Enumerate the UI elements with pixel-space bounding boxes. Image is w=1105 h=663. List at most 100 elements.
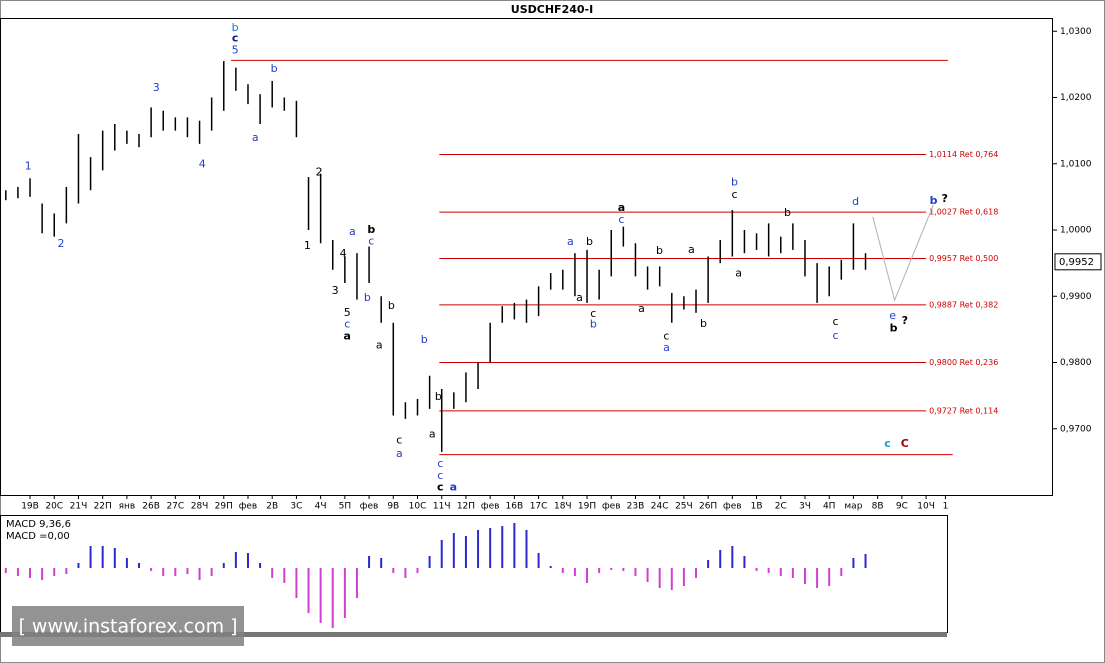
- wave-label: c: [618, 213, 624, 226]
- macd-bar: [828, 568, 831, 586]
- x-tick-label: 1: [943, 502, 949, 512]
- wave-label: 5: [232, 43, 239, 56]
- wave-label: a: [688, 243, 695, 256]
- wave-label: c: [396, 434, 402, 447]
- wave-label: a: [663, 341, 670, 354]
- wave-label: a: [638, 302, 645, 315]
- macd-bar: [549, 566, 552, 568]
- wave-label: 1: [25, 159, 32, 172]
- y-tick-label: 0,9900: [1060, 292, 1092, 302]
- y-tick-label: 1,0000: [1060, 226, 1092, 236]
- x-tick-label: 1В: [751, 502, 763, 512]
- macd-bar: [755, 568, 758, 571]
- macd-bar: [65, 568, 68, 574]
- wave-label: a: [349, 225, 356, 238]
- macd-bar: [150, 568, 153, 571]
- wave-label: b: [421, 333, 428, 346]
- macd-bar: [380, 558, 383, 568]
- macd-bar: [513, 523, 516, 568]
- last-price-label: 0,9952: [1059, 257, 1094, 268]
- chart-title: USDCHF240-I: [511, 3, 593, 16]
- x-tick-label: 2В: [266, 502, 278, 512]
- wave-label: e: [889, 309, 896, 322]
- macd-value-label: MACD =0,00: [6, 531, 70, 542]
- wave-label: 3: [332, 284, 339, 297]
- wave-label: b: [367, 223, 375, 236]
- macd-bar: [246, 553, 249, 568]
- macd-bar: [368, 556, 371, 568]
- wave-label: b: [890, 322, 898, 335]
- fib-label: 0,9887 Ret 0,382: [929, 300, 998, 309]
- wave-label: a: [576, 291, 583, 304]
- macd-bar: [138, 563, 141, 568]
- macd-bar: [743, 556, 746, 568]
- fib-label: 0,9727 Ret 0,114: [929, 406, 998, 415]
- x-tick-label: 26В: [142, 502, 160, 512]
- macd-bar: [731, 546, 734, 568]
- x-tick-label: 16В: [506, 502, 524, 512]
- macd-bar: [489, 528, 492, 568]
- x-tick-label: 5П: [339, 502, 352, 512]
- wave-label: a: [450, 481, 457, 494]
- x-tick-label: 11Ч: [433, 502, 451, 512]
- wave-label: b: [586, 235, 593, 248]
- wave-label: a: [344, 330, 351, 343]
- bottom-strip: [0, 632, 947, 637]
- x-tick-label: 25Ч: [675, 502, 693, 512]
- wave-label: c: [344, 318, 350, 331]
- macd-bar: [113, 548, 116, 568]
- macd-bar: [101, 546, 104, 568]
- wave-label: 2: [58, 237, 65, 250]
- macd-bar: [259, 563, 262, 568]
- wave-label: c: [832, 329, 838, 342]
- y-tick-label: 0,9700: [1060, 424, 1092, 434]
- x-tick-label: 17С: [530, 502, 548, 512]
- x-tick-label: фев: [602, 502, 621, 512]
- macd-bar: [537, 553, 540, 568]
- x-tick-label: фев: [481, 502, 500, 512]
- macd-bar: [174, 568, 177, 576]
- macd-bar: [234, 552, 237, 568]
- x-tick-label: 24С: [651, 502, 669, 512]
- watermark: [ www.instaforex.com ]: [18, 616, 237, 638]
- macd-bar: [29, 568, 32, 578]
- macd-bar: [428, 556, 431, 568]
- x-tick-label: мар: [844, 502, 862, 512]
- macd-bar: [791, 568, 794, 578]
- wave-label: a: [618, 201, 625, 214]
- wave-label: c: [731, 188, 737, 201]
- wave-label: c: [368, 234, 374, 247]
- wave-label: b: [656, 244, 663, 257]
- x-tick-label: 26П: [699, 502, 717, 512]
- x-tick-label: 10Ч: [917, 502, 935, 512]
- x-tick-label: 2С: [775, 502, 787, 512]
- wave-label: c: [232, 32, 239, 45]
- x-tick-label: 29П: [215, 502, 233, 512]
- wave-label: a: [429, 428, 436, 441]
- x-tick-label: фев: [723, 502, 742, 512]
- macd-bar: [125, 558, 128, 568]
- macd-bar: [307, 568, 310, 613]
- wave-label: c: [437, 457, 443, 470]
- y-tick-label: 1,0300: [1060, 27, 1092, 37]
- fib-label: 1,0027 Ret 0,618: [929, 208, 998, 217]
- x-tick-label: 4П: [823, 502, 836, 512]
- x-tick-label: 9С: [896, 502, 908, 512]
- x-tick-label: 22П: [94, 502, 112, 512]
- watermark-box: [12, 606, 244, 646]
- wave-label: 5: [344, 306, 351, 319]
- macd-bar: [392, 568, 395, 573]
- price-panel: [0, 18, 1053, 496]
- macd-bar: [198, 568, 201, 580]
- wave-label: d: [852, 195, 859, 208]
- macd-bar: [634, 568, 637, 576]
- x-tick-label: 8В: [872, 502, 884, 512]
- macd-bar: [622, 568, 625, 571]
- wave-label: ?: [902, 314, 908, 327]
- y-tick-label: 0,9800: [1060, 358, 1092, 368]
- macd-bar: [840, 568, 843, 576]
- macd-bar: [573, 568, 576, 576]
- macd-bar: [331, 568, 334, 628]
- macd-bar: [719, 550, 722, 568]
- wave-label: 2: [316, 165, 323, 178]
